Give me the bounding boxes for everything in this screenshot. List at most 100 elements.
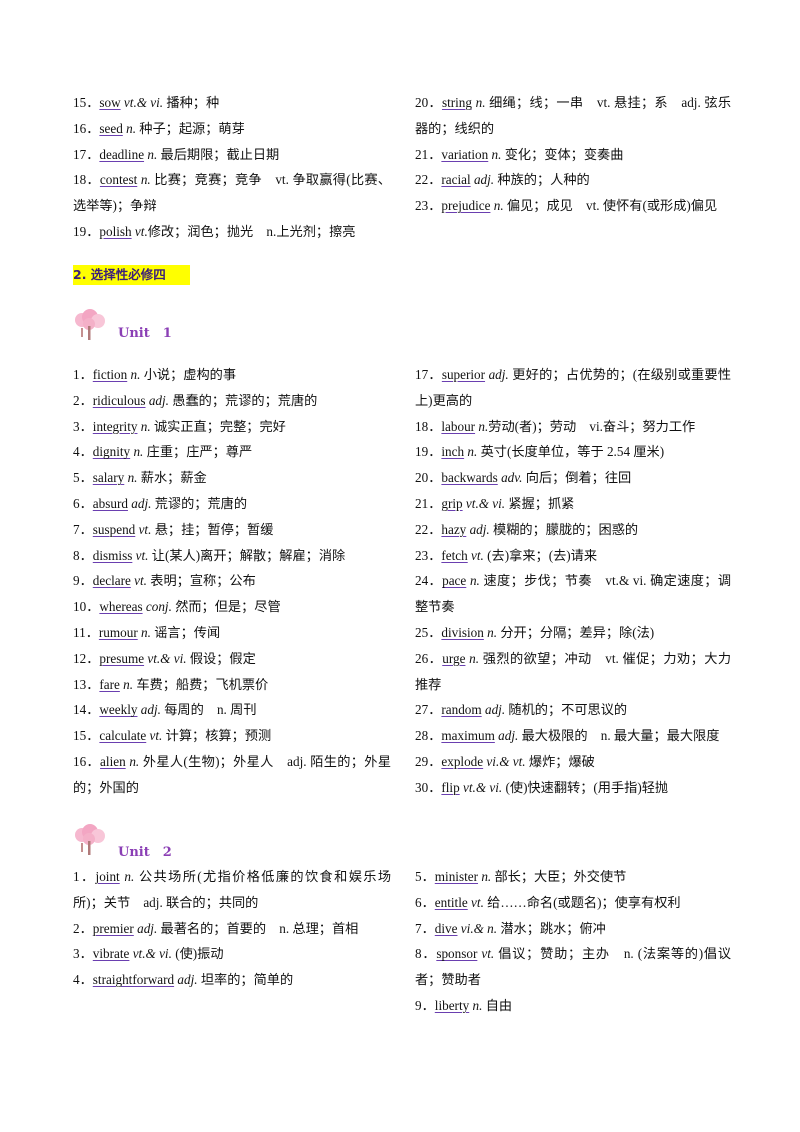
entry-part-of-speech: n. — [493, 198, 504, 214]
entry-word: urge — [442, 650, 466, 666]
unit-2-right-column: 5．minister n. 部长；大臣；外交使节 6．entitle vt. 给…… — [415, 864, 731, 1019]
entry-number: 30． — [415, 779, 442, 795]
entry-part-of-speech: adj. — [484, 702, 506, 718]
entry-number: 3． — [73, 946, 93, 962]
entry-number: 3． — [73, 418, 93, 434]
entry-part-of-speech: adv. — [501, 470, 523, 486]
entry-number: 2． — [73, 920, 93, 936]
entry-definition: (使)快速翻转；(用手指)轻抛 — [502, 779, 669, 795]
entry-number: 12． — [73, 650, 100, 666]
entry-number: 19． — [73, 223, 100, 239]
entry-definition: 诚实正直；完整；完好 — [150, 418, 286, 434]
vocab-entry: 4．straightforward adj. 坦率的；简单的 — [73, 967, 391, 993]
vocab-entry: 29．explode vi.& vt. 爆炸；爆破 — [415, 749, 731, 775]
entry-number: 20． — [415, 470, 442, 486]
vocab-entry: 5．minister n. 部长；大臣；外交使节 — [415, 864, 731, 890]
entry-number: 22． — [415, 172, 442, 188]
entry-part-of-speech: n. — [469, 650, 480, 666]
entry-part-of-speech: n. — [491, 146, 502, 162]
entry-definition: 向后；倒着；往回 — [522, 470, 632, 486]
entry-definition: 庄重；庄严；尊严 — [143, 444, 253, 460]
entry-word: dive — [434, 920, 458, 936]
vocab-entry: 23．prejudice n. 偏见；成见 vt. 使怀有(或形成)偏见 — [415, 193, 731, 219]
entry-part-of-speech: n. — [130, 367, 141, 382]
unit-1-left-column: 1．fiction n. 小说；虚构的事 2．ridiculous adj. 愚蠢… — [73, 362, 391, 801]
entry-word: ridiculous — [92, 392, 146, 408]
entry-part-of-speech: vt. — [134, 573, 147, 589]
entry-part-of-speech: vt.& vi. — [147, 650, 187, 666]
entry-part-of-speech: adj. — [131, 495, 152, 511]
entry-definition: 紧握；抓紧 — [505, 495, 575, 511]
entry-definition: 最后期限；截止日期 — [157, 146, 280, 162]
entry-word: division — [441, 624, 484, 640]
entry-part-of-speech: adj. — [469, 521, 490, 537]
entry-definition: 随机的；不可思议的 — [505, 702, 628, 718]
entry-definition: 每周的 n. 周刊 — [160, 702, 257, 718]
entry-number: 2． — [73, 392, 93, 408]
entry-definition: 细绳；线；一串 vt. 悬挂；系 adj. 弦乐器的；线织的 — [415, 95, 732, 136]
entry-part-of-speech: n. — [147, 146, 158, 162]
entry-definition: 公共场所(尤指价格低廉的饮食和娱乐场所)；关节 adj. 联合的；共同的 — [73, 869, 392, 910]
entry-number: 28． — [415, 728, 442, 744]
tree-icon — [75, 824, 105, 855]
vocab-entry: 16．alien n. 外星人(生物)；外星人 adj. 陌生的；外星的；外国的 — [73, 749, 391, 801]
entry-word: fetch — [441, 547, 468, 563]
entry-definition: 谣言；传闻 — [150, 624, 221, 640]
entry-part-of-speech: n. — [140, 418, 151, 434]
entry-word: deadline — [99, 146, 145, 162]
entry-word: random — [441, 702, 482, 718]
entry-part-of-speech: vt. — [149, 728, 163, 744]
entry-word: integrity — [92, 418, 138, 434]
entry-definition: 种子；起源；萌芽 — [136, 120, 245, 136]
entry-number: 22． — [415, 521, 442, 537]
entry-part-of-speech: vt. — [471, 547, 484, 563]
entry-word: dismiss — [92, 547, 133, 563]
entry-definition: 部长；大臣；外交使节 — [491, 869, 627, 884]
vocab-entry: 6．absurd adj. 荒谬的；荒唐的 — [73, 491, 391, 517]
entry-part-of-speech: conj. — [145, 599, 172, 615]
vocab-entry: 8．dismiss vt. 让(某人)离开；解散；解雇；消除 — [73, 543, 391, 569]
vocab-entry: 15．calculate vt. 计算；核算；预测 — [73, 723, 391, 749]
entry-word: seed — [99, 120, 123, 136]
vocab-entry: 4．dignity n. 庄重；庄严；尊严 — [73, 439, 391, 465]
vocab-entry: 16．seed n. 种子；起源；萌芽 — [73, 116, 391, 142]
entry-word: fiction — [92, 367, 128, 382]
entry-number: 17． — [73, 146, 100, 162]
entry-part-of-speech: n. — [133, 444, 144, 460]
vocab-entry: 2．ridiculous adj. 愚蠢的；荒谬的；荒唐的 — [73, 388, 391, 414]
vocab-entry: 22．hazy adj. 模糊的；朦胧的；困惑的 — [415, 517, 731, 543]
vocab-entry: 19．polish vt.修改；润色；抛光 n.上光剂；擦亮 — [73, 219, 391, 245]
vocab-entry: 1．fiction n. 小说；虚构的事 — [73, 362, 391, 388]
vocab-entry: 9．declare vt. 表明；宣称；公布 — [73, 568, 391, 594]
entry-number: 25． — [415, 624, 442, 640]
entry-definition: 倡议；赞助；主办 n. (法案等的)倡议者；赞助者 — [415, 946, 732, 988]
entry-word: entitle — [434, 894, 468, 910]
entry-definition: 比赛；竞赛；竞争 vt. 争取赢得(比赛、选举等)；争辩 — [73, 172, 391, 214]
entry-part-of-speech: n. — [467, 444, 478, 460]
entry-part-of-speech: vt. — [481, 946, 495, 962]
entry-number: 8． — [415, 946, 437, 962]
entry-definition: 让(某人)离开；解散；解雇；消除 — [148, 547, 346, 563]
vocab-entry: 15．sow vt.& vi. 播种；种 — [73, 90, 391, 116]
entry-number: 4． — [73, 972, 93, 988]
vocab-entry: 20．string n. 细绳；线；一串 vt. 悬挂；系 adj. 弦乐器的；… — [415, 90, 731, 142]
unit-2-header: Unit 2 — [72, 823, 212, 860]
entry-part-of-speech: n. — [478, 418, 489, 434]
entry-definition: 最大极限的 n. 最大量；最大限度 — [518, 728, 720, 744]
entry-part-of-speech: adj. — [488, 367, 509, 382]
top-left-column: 15．sow vt.& vi. 播种；种 16．seed n. 种子；起源；萌芽 1… — [73, 90, 391, 245]
vocab-entry: 5．salary n. 薪水；薪金 — [73, 465, 391, 491]
entry-number: 1． — [73, 367, 93, 382]
vocab-entry: 19．inch n. 英寸(长度单位，等于 2.54 厘米) — [415, 439, 731, 465]
entry-number: 20． — [415, 95, 442, 110]
entry-definition: 变化；变体；变奏曲 — [501, 146, 624, 162]
entry-word: inch — [441, 444, 465, 460]
entry-part-of-speech: vt.& vi. — [132, 946, 172, 962]
entry-number: 6． — [415, 894, 435, 910]
entry-part-of-speech: n. — [469, 573, 480, 589]
vocab-entry: 23．fetch vt. (去)拿来；(去)请来 — [415, 543, 731, 569]
entry-part-of-speech: n. — [127, 470, 138, 486]
vocab-entry: 21．variation n. 变化；变体；变奏曲 — [415, 142, 731, 168]
entry-definition: 表明；宣称；公布 — [146, 573, 256, 589]
vocab-entry: 13．fare n. 车费；船费；飞机票价 — [73, 672, 391, 698]
